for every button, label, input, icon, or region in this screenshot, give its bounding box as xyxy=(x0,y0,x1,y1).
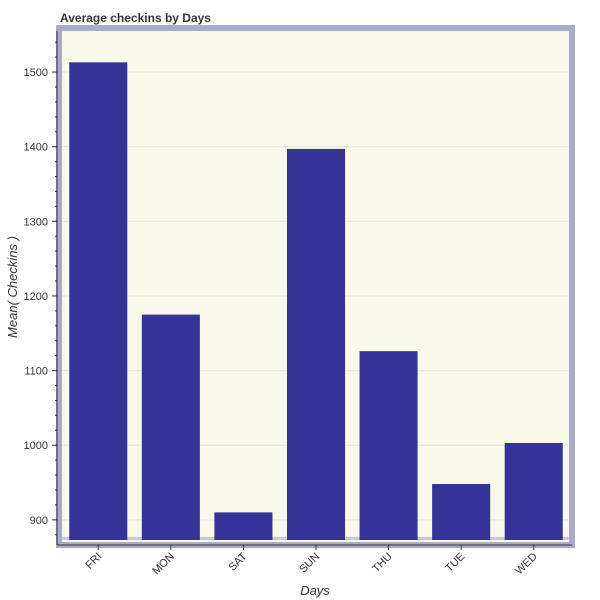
x-tick-label-wed: WED xyxy=(513,551,540,578)
x-tick-label-tue: TUE xyxy=(443,551,467,575)
y-axis: 900 1000 1100 1200 1300 1400 1500 xyxy=(24,31,58,545)
bar-wed xyxy=(504,442,563,540)
bar-sat xyxy=(214,512,273,540)
x-tick-label-sat: SAT xyxy=(227,550,250,573)
y-tick-label: 900 xyxy=(30,515,48,527)
y-tick-label: 1400 xyxy=(24,142,48,154)
x-tick-label-thu: THU xyxy=(370,551,395,576)
x-tick-label-mon: MON xyxy=(150,551,177,578)
y-tick-label: 1500 xyxy=(24,67,48,79)
bar-sun xyxy=(286,148,346,540)
y-tick-label: 1300 xyxy=(24,216,48,228)
y-tick-label: 1100 xyxy=(24,366,48,378)
y-tick-label: 1000 xyxy=(24,440,48,452)
x-tick-label-sun: SUN xyxy=(297,551,322,576)
bar-tue xyxy=(432,484,491,540)
bars xyxy=(62,62,570,541)
x-axis-label: Days xyxy=(300,583,330,598)
y-tick-label: 1200 xyxy=(24,291,48,303)
x-tick-label-fri: FRI xyxy=(83,551,104,572)
x-axis: FRI MON SAT SUN THU TUE WED xyxy=(57,544,572,578)
y-axis-label: Mean( Checkins ) xyxy=(5,236,20,338)
bar-thu xyxy=(359,351,418,540)
bar-fri xyxy=(69,62,128,541)
bar-mon xyxy=(141,314,200,540)
chart-title: Average checkins by Days xyxy=(60,11,211,25)
